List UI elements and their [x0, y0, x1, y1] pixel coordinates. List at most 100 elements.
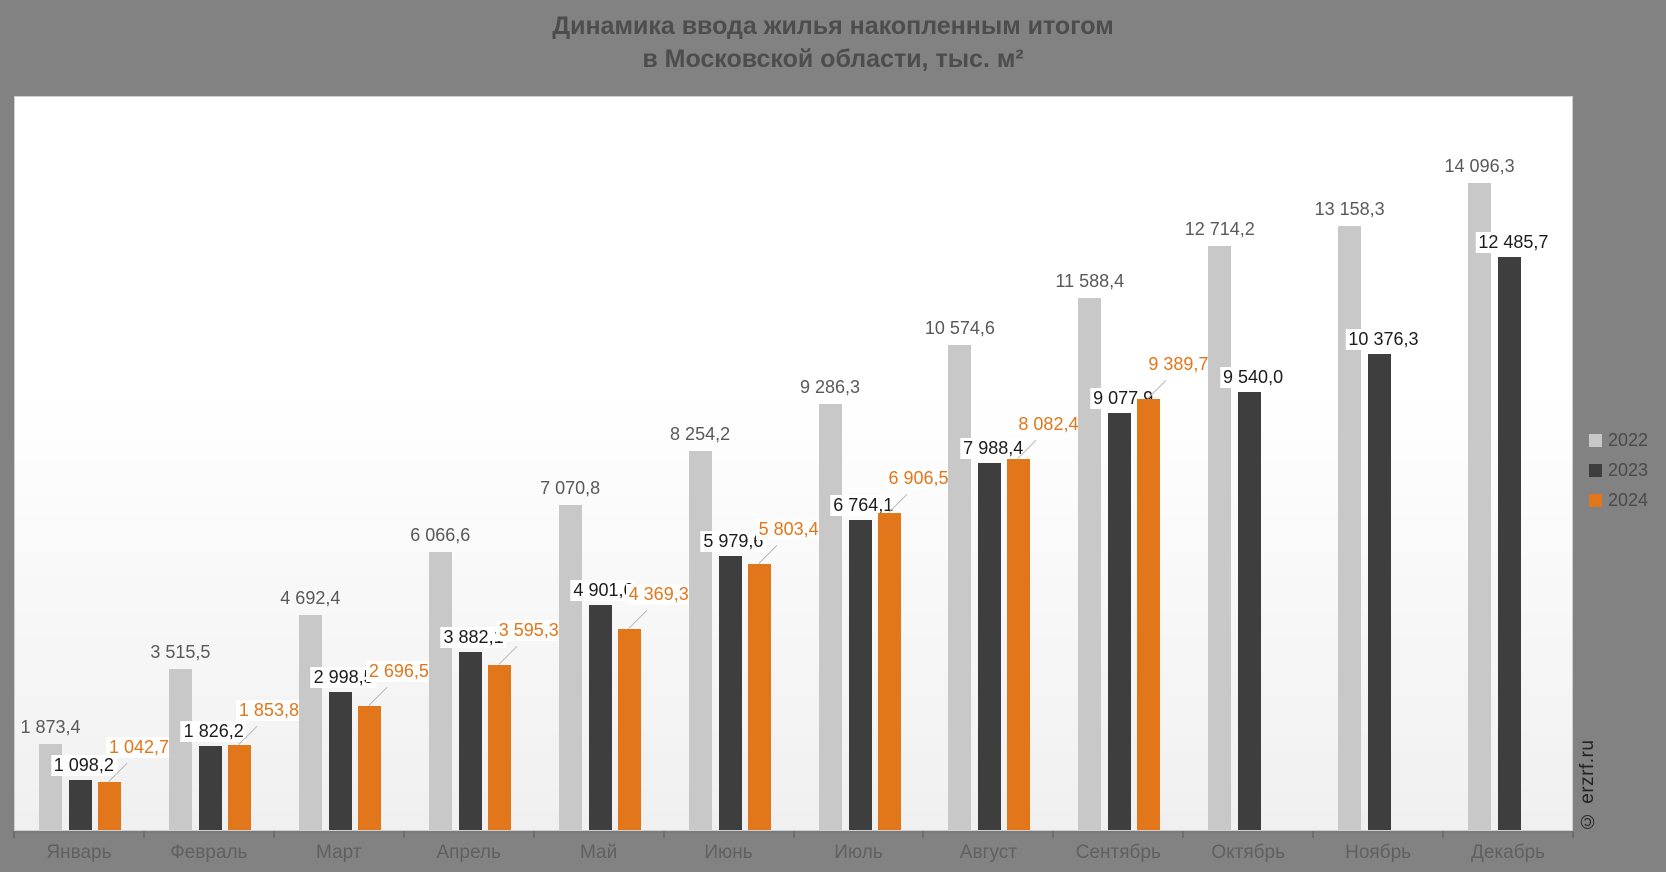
bar-2024-май — [617, 629, 641, 830]
value-label-2024-1: 1 042,7 — [106, 737, 173, 758]
axis-tick — [532, 831, 535, 838]
axis-tick — [1442, 831, 1445, 838]
axis-tick — [792, 831, 795, 838]
value-label-2022-9: 11 588,4 — [1055, 271, 1125, 291]
bar-2022-ноябрь — [1338, 226, 1362, 830]
bar-2023-май — [588, 605, 612, 830]
bar-2024-август — [1007, 459, 1031, 830]
x-axis-label-6: Июнь — [704, 842, 753, 863]
bar-group-10: 12 714,2 9 540,0 — [1184, 97, 1314, 830]
plot-area: 1 873,4 1 098,2 1 042,7 3 515,5 1 826,2 1 853… — [14, 96, 1573, 831]
x-axis-label-12: Декабрь — [1470, 842, 1546, 863]
value-label-2024-7: 6 906,5 — [885, 468, 952, 489]
bar-2022-июнь — [688, 451, 712, 830]
legend-swatch-icon — [1589, 434, 1602, 447]
value-label-2023-7: 6 764,1 — [830, 495, 897, 516]
legend-label: 2023 — [1608, 460, 1649, 480]
bar-2022-август — [948, 345, 972, 830]
bar-2024-июль — [877, 513, 901, 830]
bar-2022-сентябрь — [1078, 298, 1102, 830]
axis-tick — [13, 831, 15, 838]
x-axis-label-1: Январь — [46, 842, 112, 863]
bar-group-11: 13 158,3 10 376,3 — [1314, 97, 1444, 830]
legend-label: 2024 — [1608, 490, 1649, 510]
bar-2022-май — [558, 505, 582, 830]
value-label-2023-4: 3 882,1 — [440, 627, 507, 648]
bar-2022-март — [298, 615, 322, 830]
value-label-2023-1: 1 098,2 — [50, 755, 117, 776]
bar-2024-апрель — [487, 665, 511, 830]
bar-2023-декабрь — [1498, 257, 1522, 830]
x-axis-label-9: Сентябрь — [1075, 842, 1161, 863]
value-label-2024-2: 1 853,8 — [235, 700, 302, 721]
label-leader-line — [498, 645, 518, 665]
value-label-2023-6: 5 979,6 — [700, 531, 767, 552]
x-axis-label-5: Май — [579, 842, 618, 863]
value-label-2024-4: 3 595,3 — [495, 620, 562, 641]
value-label-2022-7: 9 286,3 — [799, 377, 861, 397]
chart-title: Динамика ввода жилья накопленным итогом … — [0, 10, 1666, 76]
bar-2022-декабрь — [1468, 183, 1492, 830]
axis-tick — [1312, 831, 1315, 838]
chart-title-line-2: в Московской области, тыс. м² — [642, 45, 1024, 73]
bar-group-12: 14 096,3 12 485,7 — [1444, 97, 1574, 830]
axis-tick — [142, 831, 145, 838]
x-axis-label-11: Ноябрь — [1345, 842, 1412, 863]
legend-label: 2022 — [1608, 430, 1649, 450]
bar-2023-март — [328, 692, 352, 830]
bar-2022-октябрь — [1208, 246, 1232, 830]
watermark: © erzrf.ru — [1577, 739, 1598, 831]
x-axis-label-4: Апрель — [436, 842, 501, 863]
bar-2023-июль — [848, 520, 872, 830]
bar-2023-январь — [69, 780, 92, 830]
x-axis-label-3: Март — [316, 842, 362, 863]
bar-group-9: 11 588,4 9 077,9 9 389,7 — [1054, 97, 1212, 830]
axis-tick — [1572, 831, 1574, 838]
value-label-2023-3: 2 998,5 — [310, 667, 377, 688]
bar-group-6: 8 254,2 5 979,6 5 803,4 — [665, 97, 822, 830]
axis-tick — [1182, 831, 1185, 838]
legend-swatch-icon — [1589, 464, 1602, 477]
bar-group-5: 7 070,8 4 901,6 4 369,3 — [535, 97, 692, 830]
value-label-2024-3: 2 696,5 — [365, 661, 432, 682]
value-label-2022-11: 13 158,3 — [1314, 199, 1385, 219]
bar-group-8: 10 574,6 7 988,4 8 082,4 — [924, 97, 1082, 830]
bar-2023-сентябрь — [1108, 413, 1132, 830]
bar-2023-апрель — [458, 652, 482, 830]
value-label-2024-6: 5 803,4 — [755, 519, 822, 540]
legend-item-2024: 2024 — [1589, 491, 1648, 510]
bar-2023-август — [978, 463, 1002, 830]
value-label-2022-10: 12 714,2 — [1184, 219, 1255, 239]
value-label-2024-5: 4 369,3 — [625, 584, 692, 605]
label-leader-line — [368, 686, 388, 706]
bar-group-7: 9 286,3 6 764,1 6 906,5 — [795, 97, 952, 830]
bar-group-2: 3 515,5 1 826,2 1 853,8 — [145, 97, 302, 830]
bar-2022-февраль — [168, 669, 192, 830]
value-label-2022-3: 4 692,4 — [280, 588, 341, 608]
bar-2024-март — [357, 706, 381, 830]
bar-2023-ноябрь — [1368, 354, 1392, 830]
axis-tick — [662, 831, 665, 838]
value-label-2023-5: 4 901,6 — [570, 580, 637, 601]
value-label-2024-9: 9 389,7 — [1145, 354, 1212, 375]
value-label-2024-8: 8 082,4 — [1015, 414, 1082, 435]
bar-2024-январь — [98, 782, 121, 830]
bar-group-1: 1 873,4 1 098,2 1 042,7 — [15, 97, 173, 830]
axis-tick — [402, 831, 405, 838]
axis-tick — [922, 831, 925, 838]
axis-tick — [1052, 831, 1055, 838]
value-label-2022-6: 8 254,2 — [670, 424, 731, 444]
bar-2022-июль — [818, 404, 842, 830]
value-label-2023-12: 12 485,7 — [1475, 232, 1552, 253]
axis-tick — [272, 831, 275, 838]
bar-group-3: 4 692,4 2 998,5 2 696,5 — [275, 97, 432, 830]
legend-item-2022: 2022 — [1589, 431, 1648, 450]
x-axis-label-2: Февраль — [170, 842, 248, 863]
value-label-2023-11: 10 376,3 — [1345, 329, 1422, 350]
bar-2023-февраль — [198, 746, 222, 830]
legend-swatch-icon — [1589, 494, 1602, 507]
bar-2024-сентябрь — [1137, 399, 1161, 830]
bar-2022-апрель — [428, 552, 452, 830]
bar-2024-июнь — [747, 564, 771, 830]
